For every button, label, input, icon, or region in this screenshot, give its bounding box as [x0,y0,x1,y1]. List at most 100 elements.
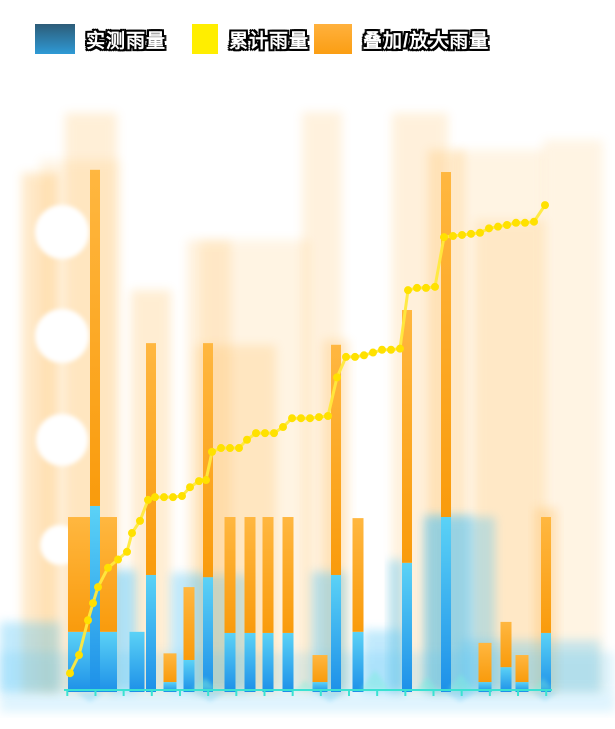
accumulated-line-dot [217,444,225,453]
bar-amplified-narrow [146,343,156,575]
accumulated-line-dot [449,232,457,241]
bar-amplified-wide [163,653,177,683]
bar-measured-narrow [203,577,213,692]
bar-measured-wide [183,659,195,692]
accumulated-line-dot [297,414,305,423]
bar-measured-wide [515,682,529,692]
bar-measured-narrow [541,632,551,692]
accumulated-line-dot [89,599,97,608]
reflection-triangle [532,692,558,701]
legend-label-amplified: 叠加/放大雨量 [363,30,490,52]
bar-amplified-wide [262,517,274,633]
legend: 实测雨量 累计雨量 叠加/放大雨量 [0,0,615,70]
bar-measured-wide [244,632,256,692]
bar-measured-wide [312,682,328,692]
legend-label-accumulated: 累计雨量 [229,30,310,52]
bar-amplified-wide [224,517,236,633]
teal-triangle [295,680,315,690]
bar-amplified-narrow [541,517,551,633]
bar-amplified-wide [515,655,529,683]
legend-item-measured[interactable]: 实测雨量 [35,24,166,54]
accumulated-line-dot [151,493,159,502]
accumulated-line-dot [324,412,332,420]
accumulated-line-dot [494,222,502,231]
accumulated-line-dot [342,352,350,361]
teal-triangle [416,677,438,690]
bar-measured-narrow [402,562,412,692]
bar-amplified-narrow [402,310,412,563]
accumulated-line-dot [333,373,341,382]
accumulated-line-dot [169,493,177,502]
accumulated-line-dot [503,221,511,230]
accumulated-line-dot [243,435,251,444]
accumulated-line-dot [485,224,493,233]
reflection-triangle [195,692,225,702]
teal-triangle [192,678,218,690]
accumulated-line-dot [104,563,112,572]
bar-amplified-narrow [331,344,341,575]
accumulated-line-dot [208,447,216,456]
accumulated-line-dot [351,352,359,361]
accumulated-line-dot [467,229,475,238]
accumulated-line-dot [84,616,92,625]
accumulated-line-dot [75,651,83,660]
bar-amplified-wide [312,655,328,683]
accumulated-line-dot [512,218,520,227]
bar-amplified-wide [478,642,492,683]
accumulated-line-dot [186,483,194,492]
accumulated-line-dot [413,283,421,292]
reflection-triangle [315,692,345,702]
bar-amplified-wide [352,518,364,632]
x-axis [64,689,552,696]
teal-triangle [532,678,554,690]
bar-amplified-wide [183,587,195,660]
accumulated-line-dot [369,348,377,357]
accumulated-line-dot [66,669,74,678]
accumulated-line-dot [306,414,314,423]
reflection-triangle [75,692,105,702]
legend-swatch-accumulated-icon [192,24,218,54]
bar-measured-wide [282,632,294,692]
accumulated-line-dot [476,228,484,237]
accumulated-line-dot [378,345,386,354]
teal-triangle [448,674,474,690]
bar-measured-narrow [331,574,341,692]
white-notch [35,205,89,259]
accumulated-line-dot [440,233,448,242]
accumulated-line-dot [521,218,529,227]
axis-reflections [0,692,615,712]
white-notch [36,414,88,466]
accumulated-line-dot [235,444,243,453]
accumulated-line-dot [404,286,412,295]
accumulated-line-dot [252,429,260,438]
accumulated-line-dot [270,429,278,438]
bar-amplified-wide [500,621,512,668]
bar-amplified-wide [244,517,256,633]
accumulated-line-dot [396,344,404,353]
legend-item-accumulated[interactable]: 累计雨量 [192,24,309,54]
teal-baseline-triangles [192,670,554,690]
accumulated-line-dot [279,423,287,432]
accumulated-line-dot [261,429,269,438]
accumulated-line-dot [136,516,144,525]
accumulated-line-dot [458,230,466,239]
legend-item-amplified[interactable]: 叠加/放大雨量 [314,24,489,54]
accumulated-line-dot [144,495,152,504]
accumulated-line-dot [530,217,538,226]
white-notch [35,309,89,363]
accumulated-line-dot [128,529,136,538]
accumulated-line-dot [202,476,210,485]
bar-measured-wide [224,632,236,692]
bar-amplified-narrow [441,172,451,518]
bar-measured-wide [500,667,512,692]
bar-amplified-narrow [90,169,100,506]
accumulated-line-dot [195,477,203,486]
bar-measured-wide [352,631,364,692]
accumulated-line-dot [178,492,186,501]
bar-measured-wide [262,632,274,692]
accumulated-line-dot [387,345,395,354]
accumulated-line-dot [160,493,168,502]
accumulated-line-dot [431,282,439,291]
